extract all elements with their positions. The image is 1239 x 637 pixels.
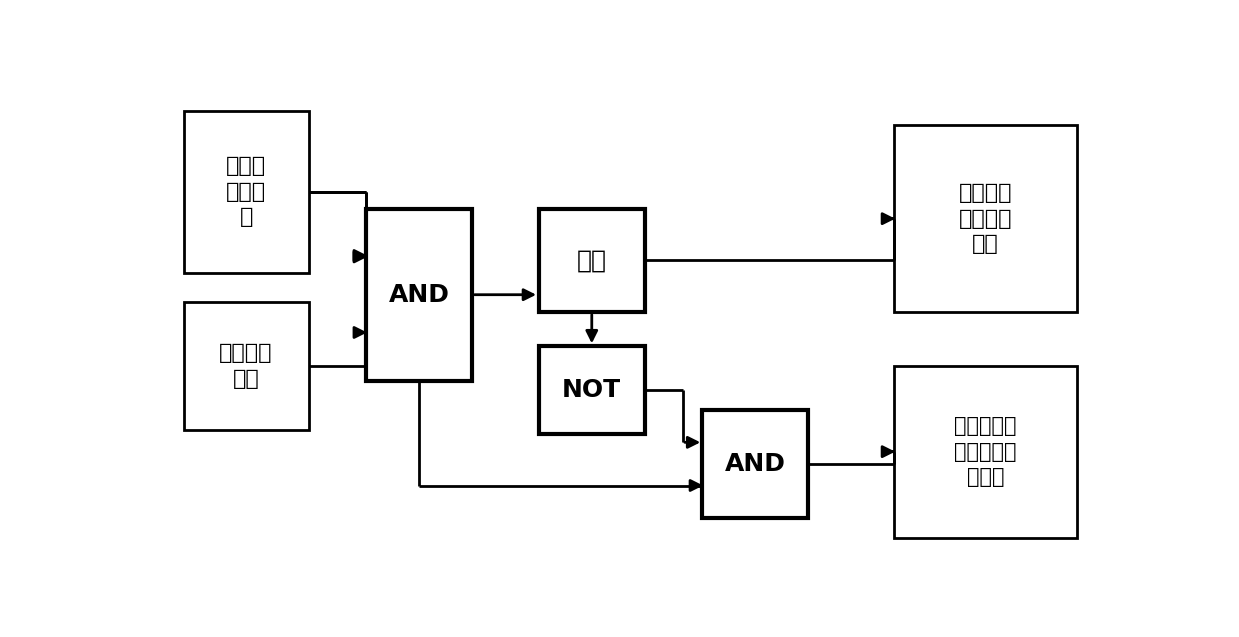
Text: 电磁继电
器吸合标
志位: 电磁继电 器吸合标 志位 [959,183,1012,254]
Text: AND: AND [725,452,786,476]
Text: 储备扭矩请
求模块打开
标志位: 储备扭矩请 求模块打开 标志位 [954,416,1017,487]
Bar [183,302,309,429]
Bar [895,366,1077,538]
Bar [539,209,644,312]
Bar [895,125,1077,312]
Bar [183,111,309,273]
Text: NOT: NOT [563,378,621,403]
Text: 压缩机
开启请
求: 压缩机 开启请 求 [225,156,266,227]
Text: AND: AND [389,283,450,306]
Text: 压缩机未
开启: 压缩机未 开启 [219,343,273,389]
Text: 延时: 延时 [577,248,607,273]
Bar [539,347,644,434]
Bar [703,410,808,518]
Bar [367,209,472,380]
